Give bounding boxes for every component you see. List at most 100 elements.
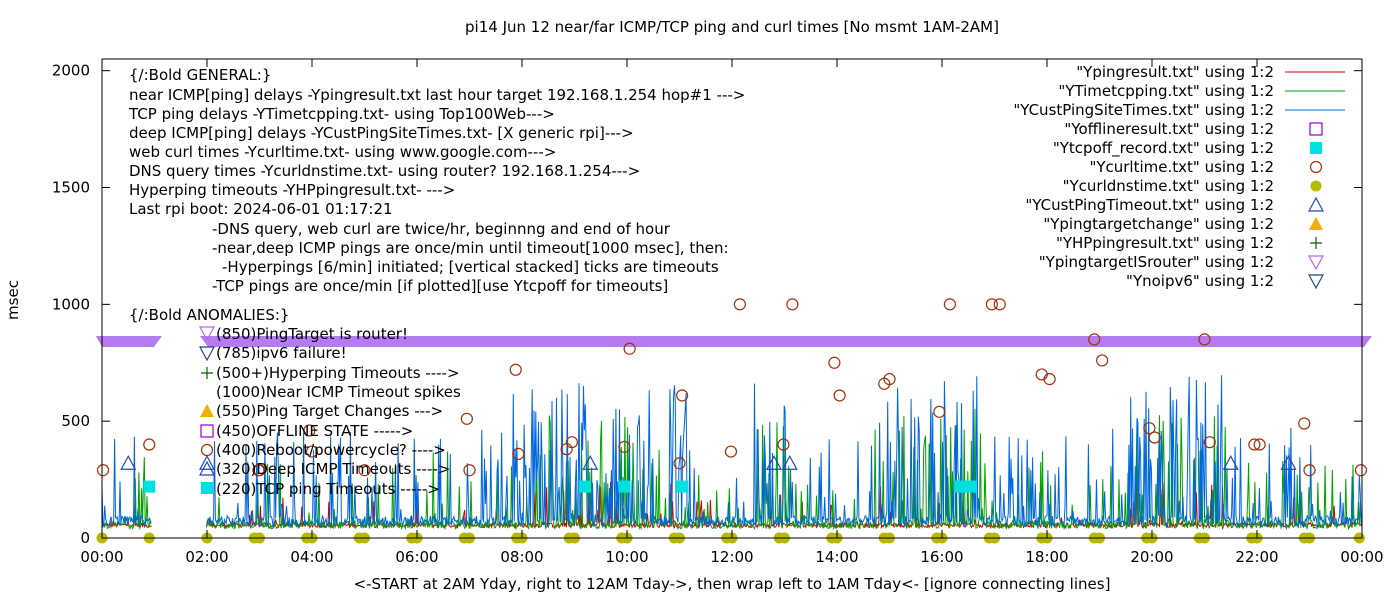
data-point [253, 464, 266, 477]
legend-swatch [1307, 196, 1325, 212]
y-tick-label: 0 [80, 529, 90, 547]
x-tick-label: 00:00 [1340, 548, 1383, 566]
x-tick-label: 12:00 [710, 548, 753, 566]
data-point [786, 298, 799, 311]
y-axis-label: msec [4, 280, 22, 320]
annotation-marker-tcp-timeout [201, 482, 213, 494]
y-tick-label: 1500 [52, 179, 90, 197]
data-point [673, 457, 686, 470]
annotation-marker-offline [200, 424, 214, 438]
annotation-line: TCP ping delays -YTimetcpping.txt- using… [128, 105, 555, 123]
legend: "Ypingresult.txt" using 1:2"YTimetcpping… [1013, 63, 1345, 290]
data-point [565, 436, 578, 449]
data-point [765, 454, 783, 470]
axes: 0 500 1000 1500 2000 00:00 02:00 04:00 06:00 08:0… [52, 59, 1384, 566]
chart-title: pi14 Jun 12 near/far ICMP/TCP ping and c… [465, 18, 999, 36]
data-point [724, 445, 738, 458]
annotation-line: near ICMP[ping] delays -Ypingresult.txt … [129, 86, 745, 104]
data-point [1035, 368, 1048, 381]
annotation-line: (785)ipv6 failure! [216, 344, 347, 362]
annotation-line: deep ICMP[ping] delays -YCustPingSiteTim… [129, 124, 634, 142]
legend-label: "Ycurltime.txt" using 1:2 [1089, 158, 1274, 176]
legend-swatch [1307, 274, 1325, 290]
router-band-main [200, 336, 1372, 347]
legend-label: "YHPpingresult.txt" using 1:2 [1056, 234, 1274, 252]
x-tick-label: 06:00 [395, 548, 438, 566]
data-point [1198, 333, 1211, 346]
data-point [460, 412, 473, 425]
y-tick-label: 500 [61, 412, 90, 430]
router-band [96, 336, 1372, 347]
data-point [1248, 438, 1261, 451]
legend-swatch [1310, 180, 1322, 192]
annotation-line: (550)Ping Target Changes ---> [216, 402, 443, 420]
x-tick-label: 02:00 [185, 548, 228, 566]
annotation-line: {/:Bold GENERAL:} [129, 66, 271, 84]
data-point [833, 389, 846, 402]
data-point [933, 405, 946, 418]
data-point [1088, 333, 1101, 346]
data-point [1354, 464, 1368, 477]
annotations: {/:Bold GENERAL:} near ICMP[ping] delays … [128, 66, 745, 498]
data-point [305, 445, 319, 458]
data-point [883, 373, 896, 386]
legend-label: "YpingtargetISrouter" using 1:2 [1039, 253, 1274, 271]
x-tick-label: 16:00 [920, 548, 963, 566]
annotation-line: (850)PingTarget is router! [216, 325, 408, 343]
data-point [1303, 464, 1316, 477]
x-tick-label: 00:00 [80, 548, 123, 566]
data-point [512, 447, 525, 460]
data-point [623, 342, 636, 355]
x-tick-label: 22:00 [1235, 548, 1278, 566]
annotation-line: (220)TCP ping Timeouts -----> [216, 480, 440, 498]
data-point [733, 298, 746, 311]
data-point [1148, 431, 1161, 444]
data-point [143, 480, 156, 493]
x-tick-label: 20:00 [1130, 548, 1173, 566]
data-point [1253, 438, 1266, 451]
annotation-line: Hyperping timeouts -YHPpingresult.txt- -… [129, 181, 455, 199]
data-point [985, 298, 998, 311]
data-point [1222, 454, 1239, 470]
x-tick-label: 10:00 [605, 548, 648, 566]
series-points [96, 298, 1368, 544]
legend-swatch [1310, 142, 1322, 154]
annotation-line: -Hyperpings [6/min] initiated; [vertical… [222, 258, 719, 276]
annotation-line: -DNS query, web curl are twice/hr, begin… [212, 220, 671, 238]
legend-label: "Ypingtargetchange" using 1:2 [1043, 215, 1274, 233]
annotation-line: (1000)Near ICMP Timeout spikes [216, 383, 461, 401]
annotation-line: DNS query times -Ycurldnstime.txt- using… [129, 162, 640, 180]
annotation-line: Last rpi boot: 2024-06-01 01:17:21 [129, 200, 393, 218]
data-point [1043, 373, 1056, 386]
data-point [993, 298, 1006, 311]
annotation-line: -TCP pings are once/min [if plotted][use… [212, 277, 668, 295]
legend-label: "YCustPingSiteTimes.txt" using 1:2 [1013, 101, 1274, 119]
annotation-line: (450)OFFLINE STATE -----> [216, 422, 413, 440]
data-point [777, 438, 790, 451]
x-tick-label: 14:00 [815, 548, 858, 566]
legend-label: "Ynoipv6" using 1:2 [1126, 272, 1274, 290]
data-point [96, 464, 110, 477]
x-tick-label: 08:00 [500, 548, 543, 566]
data-point [1143, 422, 1156, 435]
data-point [618, 440, 631, 453]
data-point [509, 363, 522, 376]
y-tick-label: 1000 [52, 295, 90, 313]
data-point [582, 454, 599, 470]
annotation-marker-target-change [200, 404, 214, 417]
data-point [358, 464, 371, 477]
x-tick-label: 04:00 [290, 548, 333, 566]
annotation-marker-reboot [200, 443, 214, 457]
series-line-ycustpingsitetimes [101, 375, 1363, 529]
data-point [828, 356, 841, 369]
data-point [781, 454, 798, 470]
data-point [120, 454, 137, 470]
legend-label: "YTimetcpping.txt" using 1:2 [1058, 82, 1274, 100]
x-axis-label: <-START at 2AM Yday, right to 12AM Tday-… [354, 575, 1111, 593]
data-point [1203, 436, 1216, 449]
legend-swatch [1310, 237, 1322, 249]
data-point [303, 424, 316, 437]
data-point [579, 480, 591, 493]
annotation-marker-ipv6 [198, 346, 216, 362]
data-point [943, 298, 956, 311]
